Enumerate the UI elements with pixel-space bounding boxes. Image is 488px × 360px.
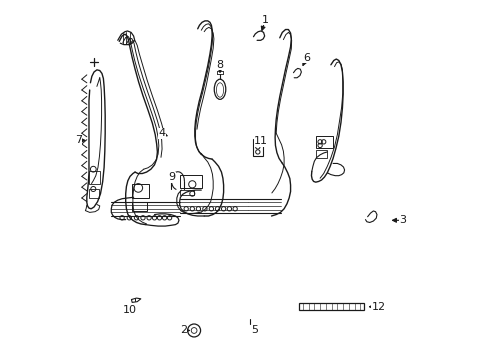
- Bar: [132, 202, 146, 211]
- Text: 9: 9: [168, 172, 175, 182]
- Bar: [89, 189, 99, 198]
- Text: 5: 5: [250, 325, 258, 336]
- Bar: [298, 303, 363, 310]
- Bar: [179, 190, 194, 195]
- Text: 7: 7: [75, 135, 81, 145]
- Bar: [132, 184, 149, 198]
- Bar: [253, 139, 262, 156]
- Bar: [179, 175, 202, 188]
- Text: 1: 1: [262, 15, 268, 25]
- Text: 4: 4: [158, 128, 165, 138]
- Bar: [89, 171, 100, 184]
- Bar: [315, 150, 326, 158]
- Text: 8: 8: [216, 60, 223, 70]
- Text: 11: 11: [254, 136, 267, 146]
- Text: 6: 6: [302, 53, 309, 63]
- Bar: [315, 136, 332, 148]
- Text: 10: 10: [123, 305, 137, 315]
- Text: 12: 12: [370, 302, 385, 312]
- Text: 3: 3: [399, 215, 406, 225]
- Text: 2: 2: [180, 325, 186, 336]
